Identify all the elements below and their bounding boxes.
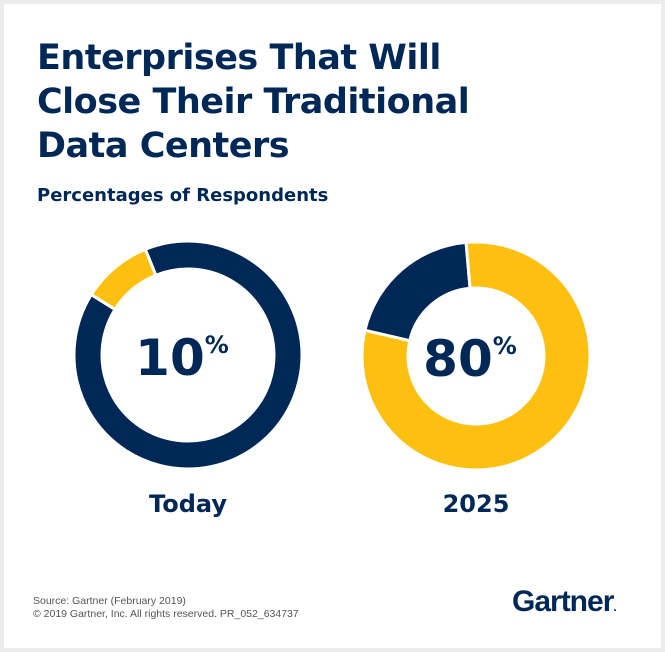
title-line-3: Data Centers [37, 126, 290, 166]
donut-2025: 80% 2025 [360, 240, 592, 518]
percent-sign: % [493, 332, 517, 360]
copyright-note: © 2019 Gartner, Inc. All rights reserved… [33, 608, 299, 620]
title-line-2: Close Their Traditional [37, 82, 470, 122]
donut-today: 10% Today [72, 239, 304, 518]
title-line-1: Enterprises That Will [37, 38, 441, 78]
donut-value-segment [89, 247, 158, 312]
value-label: 80% [423, 330, 517, 388]
percent-sign: % [205, 331, 229, 359]
donut-value-segment [360, 240, 592, 472]
donut-remainder-segment [363, 240, 472, 343]
value-label: 10% [135, 329, 229, 387]
gartner-logo: Gartner. [512, 585, 617, 618]
logo-text: Gartner [512, 585, 614, 618]
chart-title: Enterprises That Will Close Their Tradit… [37, 36, 470, 168]
category-label: 2025 [443, 490, 510, 518]
footer: Source: Gartner (February 2019) © 2019 G… [33, 595, 299, 621]
source-note: Source: Gartner (February 2019) [33, 595, 186, 607]
category-label: Today [149, 490, 227, 518]
chart-subtitle: Percentages of Respondents [37, 185, 329, 206]
donut-remainder-segment [72, 239, 304, 471]
